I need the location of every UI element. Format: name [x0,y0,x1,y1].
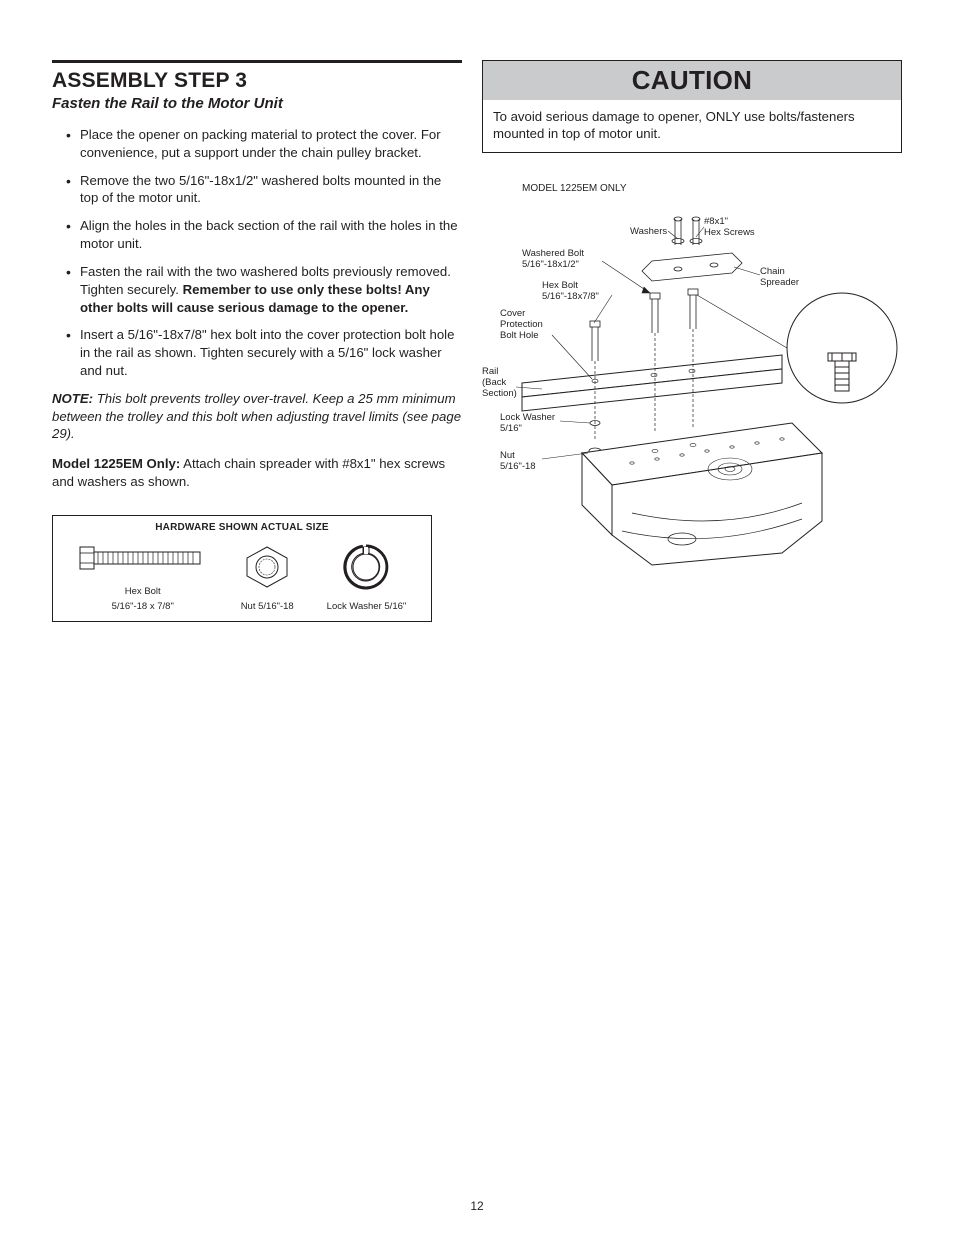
motor-diagram-svg [482,183,902,603]
step-title: ASSEMBLY STEP 3 [52,69,462,93]
bullet-3: Align the holes in the back section of t… [68,217,462,253]
step-list: Place the opener on packing material to … [52,126,462,380]
lock-washer-icon [341,542,391,592]
bullet-2: Remove the two 5/16"-18x1/2" washered bo… [68,172,462,208]
note-label: NOTE: [52,391,93,406]
hw-lock-washer: Lock Washer 5/16" [327,542,407,612]
caution-title: CAUTION [483,61,901,100]
hardware-box: HARDWARE SHOWN ACTUAL SIZE [52,515,432,622]
right-column: CAUTION To avoid serious damage to opene… [482,60,902,622]
caution-body: To avoid serious damage to opener, ONLY … [483,100,901,152]
hw-lock-washer-label: Lock Washer 5/16" [327,601,407,612]
hw-hex-bolt: Hex Bolt 5/16"-18 x 7/8" [78,539,208,613]
note-body: This bolt prevents trolley over-travel. … [52,391,461,442]
hw-hex-bolt-label-1: Hex Bolt [78,586,208,597]
hardware-title: HARDWARE SHOWN ACTUAL SIZE [63,522,421,533]
hw-hex-bolt-label-2: 5/16"-18 x 7/8" [78,601,208,612]
caution-box: CAUTION To avoid serious damage to opene… [482,60,902,153]
note: NOTE: This bolt prevents trolley over-tr… [52,390,462,443]
left-column: ASSEMBLY STEP 3 Fasten the Rail to the M… [52,60,462,622]
diagram: MODEL 1225EM ONLY Washers #8x1" Hex Scre… [482,183,902,603]
hw-nut-label: Nut 5/16"-18 [237,601,297,612]
title-rule [52,60,462,63]
step-subtitle: Fasten the Rail to the Motor Unit [52,95,462,112]
page-number: 12 [0,1199,954,1213]
hw-nut: Nut 5/16"-18 [237,542,297,612]
nut-icon [237,542,297,592]
hex-bolt-icon [78,539,208,577]
bullet-5: Insert a 5/16"-18x7/8" hex bolt into the… [68,326,462,379]
model-note: Model 1225EM Only: Attach chain spreader… [52,455,462,491]
bullet-4: Fasten the rail with the two washered bo… [68,263,462,316]
model-label: Model 1225EM Only: [52,456,180,471]
bullet-1: Place the opener on packing material to … [68,126,462,162]
